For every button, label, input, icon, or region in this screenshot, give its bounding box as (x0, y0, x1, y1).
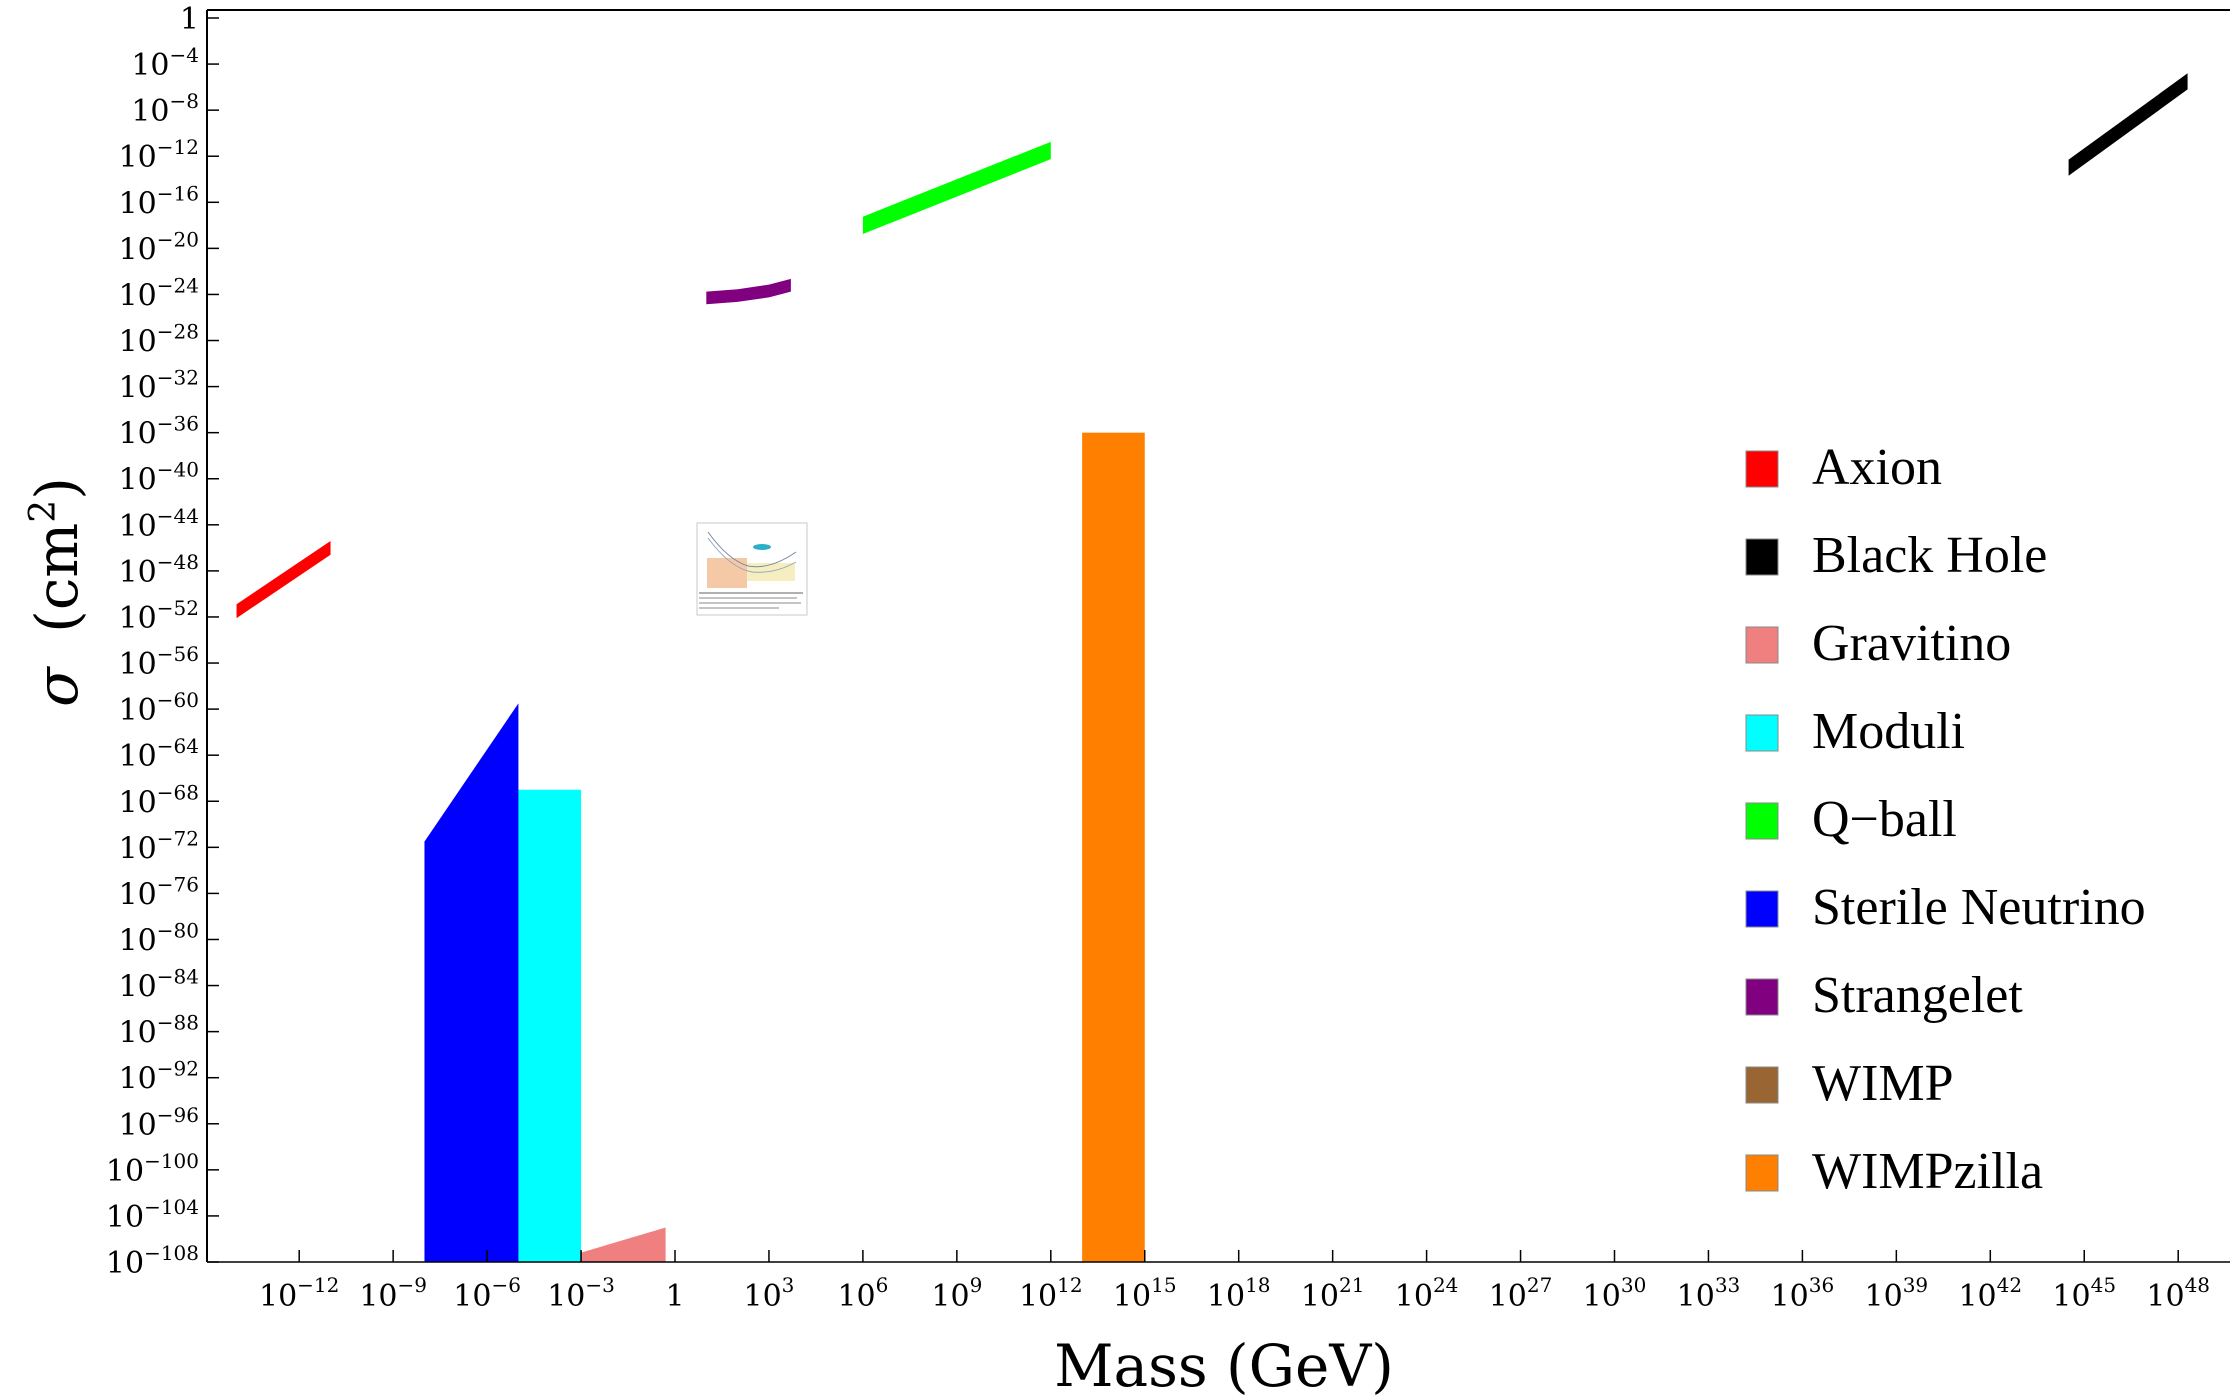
legend-label-gravitino: Gravitino (1812, 615, 2011, 672)
x-tick-label-7: 109 (931, 1273, 982, 1314)
legend-swatch-strangelet (1745, 978, 1779, 1016)
series-sterile-neutrino (424, 703, 519, 1262)
x-tick-label-19: 1045 (2052, 1273, 2116, 1314)
x-tick-label-9: 1015 (1113, 1273, 1177, 1314)
svg-text:σ (cm2): σ (cm2) (23, 477, 91, 707)
y-tick-label-1: 10−4 (131, 43, 199, 83)
series-strangelet (706, 278, 791, 305)
legend-label-moduli: Moduli (1812, 703, 1965, 760)
x-tick-label-15: 1033 (1677, 1273, 1741, 1314)
x-tick-label-6: 106 (837, 1273, 888, 1314)
legend-label-q-ball: Q−ball (1812, 791, 1957, 848)
y-axis-unit-close: ) (23, 477, 91, 500)
legend-label-black-hole: Black Hole (1812, 527, 2047, 584)
plot-area (236, 73, 2188, 1263)
legend-label-sterile-neutrino: Sterile Neutrino (1812, 879, 2146, 936)
y-tick-label-20: 10−80 (119, 918, 199, 958)
x-tick-label-2: 10−6 (453, 1273, 521, 1314)
y-tick-label-9: 10−36 (119, 412, 199, 452)
y-tick-label-23: 10−92 (119, 1057, 199, 1097)
legend-swatch-gravitino (1745, 626, 1779, 664)
legend-swatch-moduli (1745, 714, 1779, 752)
x-tick-label-18: 1042 (1958, 1273, 2022, 1314)
legend: Axion Black Hole Gravitino Moduli Q−ball Ster… (1745, 439, 2146, 1200)
y-tick-label-3: 10−12 (119, 135, 199, 175)
y-tick-label-2: 10−8 (131, 89, 199, 129)
y-tick-label-26: 10−104 (106, 1195, 199, 1235)
x-tick-label-3: 10−3 (547, 1273, 615, 1314)
y-axis: 1 10−4 10−8 10−12 10−16 10−20 10−24 10−28 10−32 1… (106, 2, 219, 1281)
legend-swatch-wimp (1745, 1066, 1779, 1104)
legend-label-wimp: WIMP (1812, 1055, 1954, 1112)
y-tick-label-18: 10−72 (119, 826, 199, 866)
y-axis-title: σ (cm2) (23, 477, 91, 707)
x-tick-label-0: 10−12 (259, 1273, 339, 1314)
y-tick-label-10: 10−40 (119, 458, 199, 498)
y-tick-label-17: 10−68 (119, 780, 199, 820)
legend-swatch-black-hole (1745, 538, 1779, 576)
y-tick-label-6: 10−24 (119, 273, 199, 313)
legend-swatch-axion (1745, 450, 1779, 488)
series-wimpzilla (1082, 432, 1145, 1263)
x-tick-label-17: 1039 (1865, 1273, 1929, 1314)
y-tick-label-11: 10−44 (119, 504, 199, 544)
series-gravitino (549, 1227, 666, 1262)
x-tick-label-8: 1012 (1019, 1273, 1083, 1314)
y-tick-label-25: 10−100 (106, 1149, 199, 1189)
x-axis: 10−12 10−9 10−6 10−3 1 103 106 109 1012 1015 1018 1… (259, 1250, 2210, 1314)
y-axis-unit: (cm (23, 523, 91, 633)
x-tick-label-16: 1036 (1771, 1273, 1835, 1314)
legend-swatch-wimpzilla (1745, 1154, 1779, 1192)
y-tick-label-5: 10−20 (119, 227, 199, 267)
x-tick-label-11: 1021 (1301, 1273, 1365, 1314)
y-axis-unit-exponent: 2 (23, 500, 64, 523)
inset-figure-thumbnail (696, 522, 808, 616)
x-tick-label-1: 10−9 (359, 1273, 427, 1314)
y-tick-label-0: 1 (180, 2, 199, 37)
y-tick-label-15: 10−60 (119, 688, 199, 728)
y-tick-label-4: 10−16 (119, 181, 199, 221)
x-axis-label: Mass (GeV) (1054, 1332, 1394, 1399)
legend-swatch-sterile-neutrino (1745, 890, 1779, 928)
y-tick-label-19: 10−76 (119, 872, 199, 912)
legend-label-strangelet: Strangelet (1812, 967, 2023, 1024)
series-q-ball (862, 141, 1051, 234)
x-axis-title: Mass (GeV) (1054, 1332, 1394, 1399)
legend-label-axion: Axion (1812, 439, 1942, 496)
y-tick-label-12: 10−48 (119, 550, 199, 590)
y-tick-label-14: 10−56 (119, 642, 199, 682)
x-tick-label-12: 1024 (1395, 1273, 1459, 1314)
y-tick-label-7: 10−28 (119, 320, 199, 360)
x-tick-label-20: 1048 (2146, 1273, 2210, 1314)
x-tick-label-10: 1018 (1207, 1273, 1271, 1314)
y-tick-label-27: 10−108 (106, 1241, 199, 1281)
y-tick-label-21: 10−84 (119, 965, 199, 1005)
y-tick-label-8: 10−32 (119, 366, 199, 406)
legend-label-wimpzilla: WIMPzilla (1812, 1143, 2043, 1200)
x-tick-label-13: 1027 (1489, 1273, 1553, 1314)
series-axion (236, 540, 331, 619)
y-tick-label-24: 10−96 (119, 1103, 199, 1143)
x-tick-label-14: 1030 (1583, 1273, 1647, 1314)
y-axis-symbol: σ (23, 666, 91, 707)
y-tick-label-16: 10−64 (119, 734, 199, 774)
y-tick-label-22: 10−88 (119, 1011, 199, 1051)
series-black-hole (2068, 73, 2188, 176)
x-tick-label-5: 103 (743, 1273, 794, 1314)
y-tick-label-13: 10−52 (119, 596, 199, 636)
x-tick-label-4: 1 (665, 1279, 684, 1314)
legend-swatch-q-ball (1745, 802, 1779, 840)
